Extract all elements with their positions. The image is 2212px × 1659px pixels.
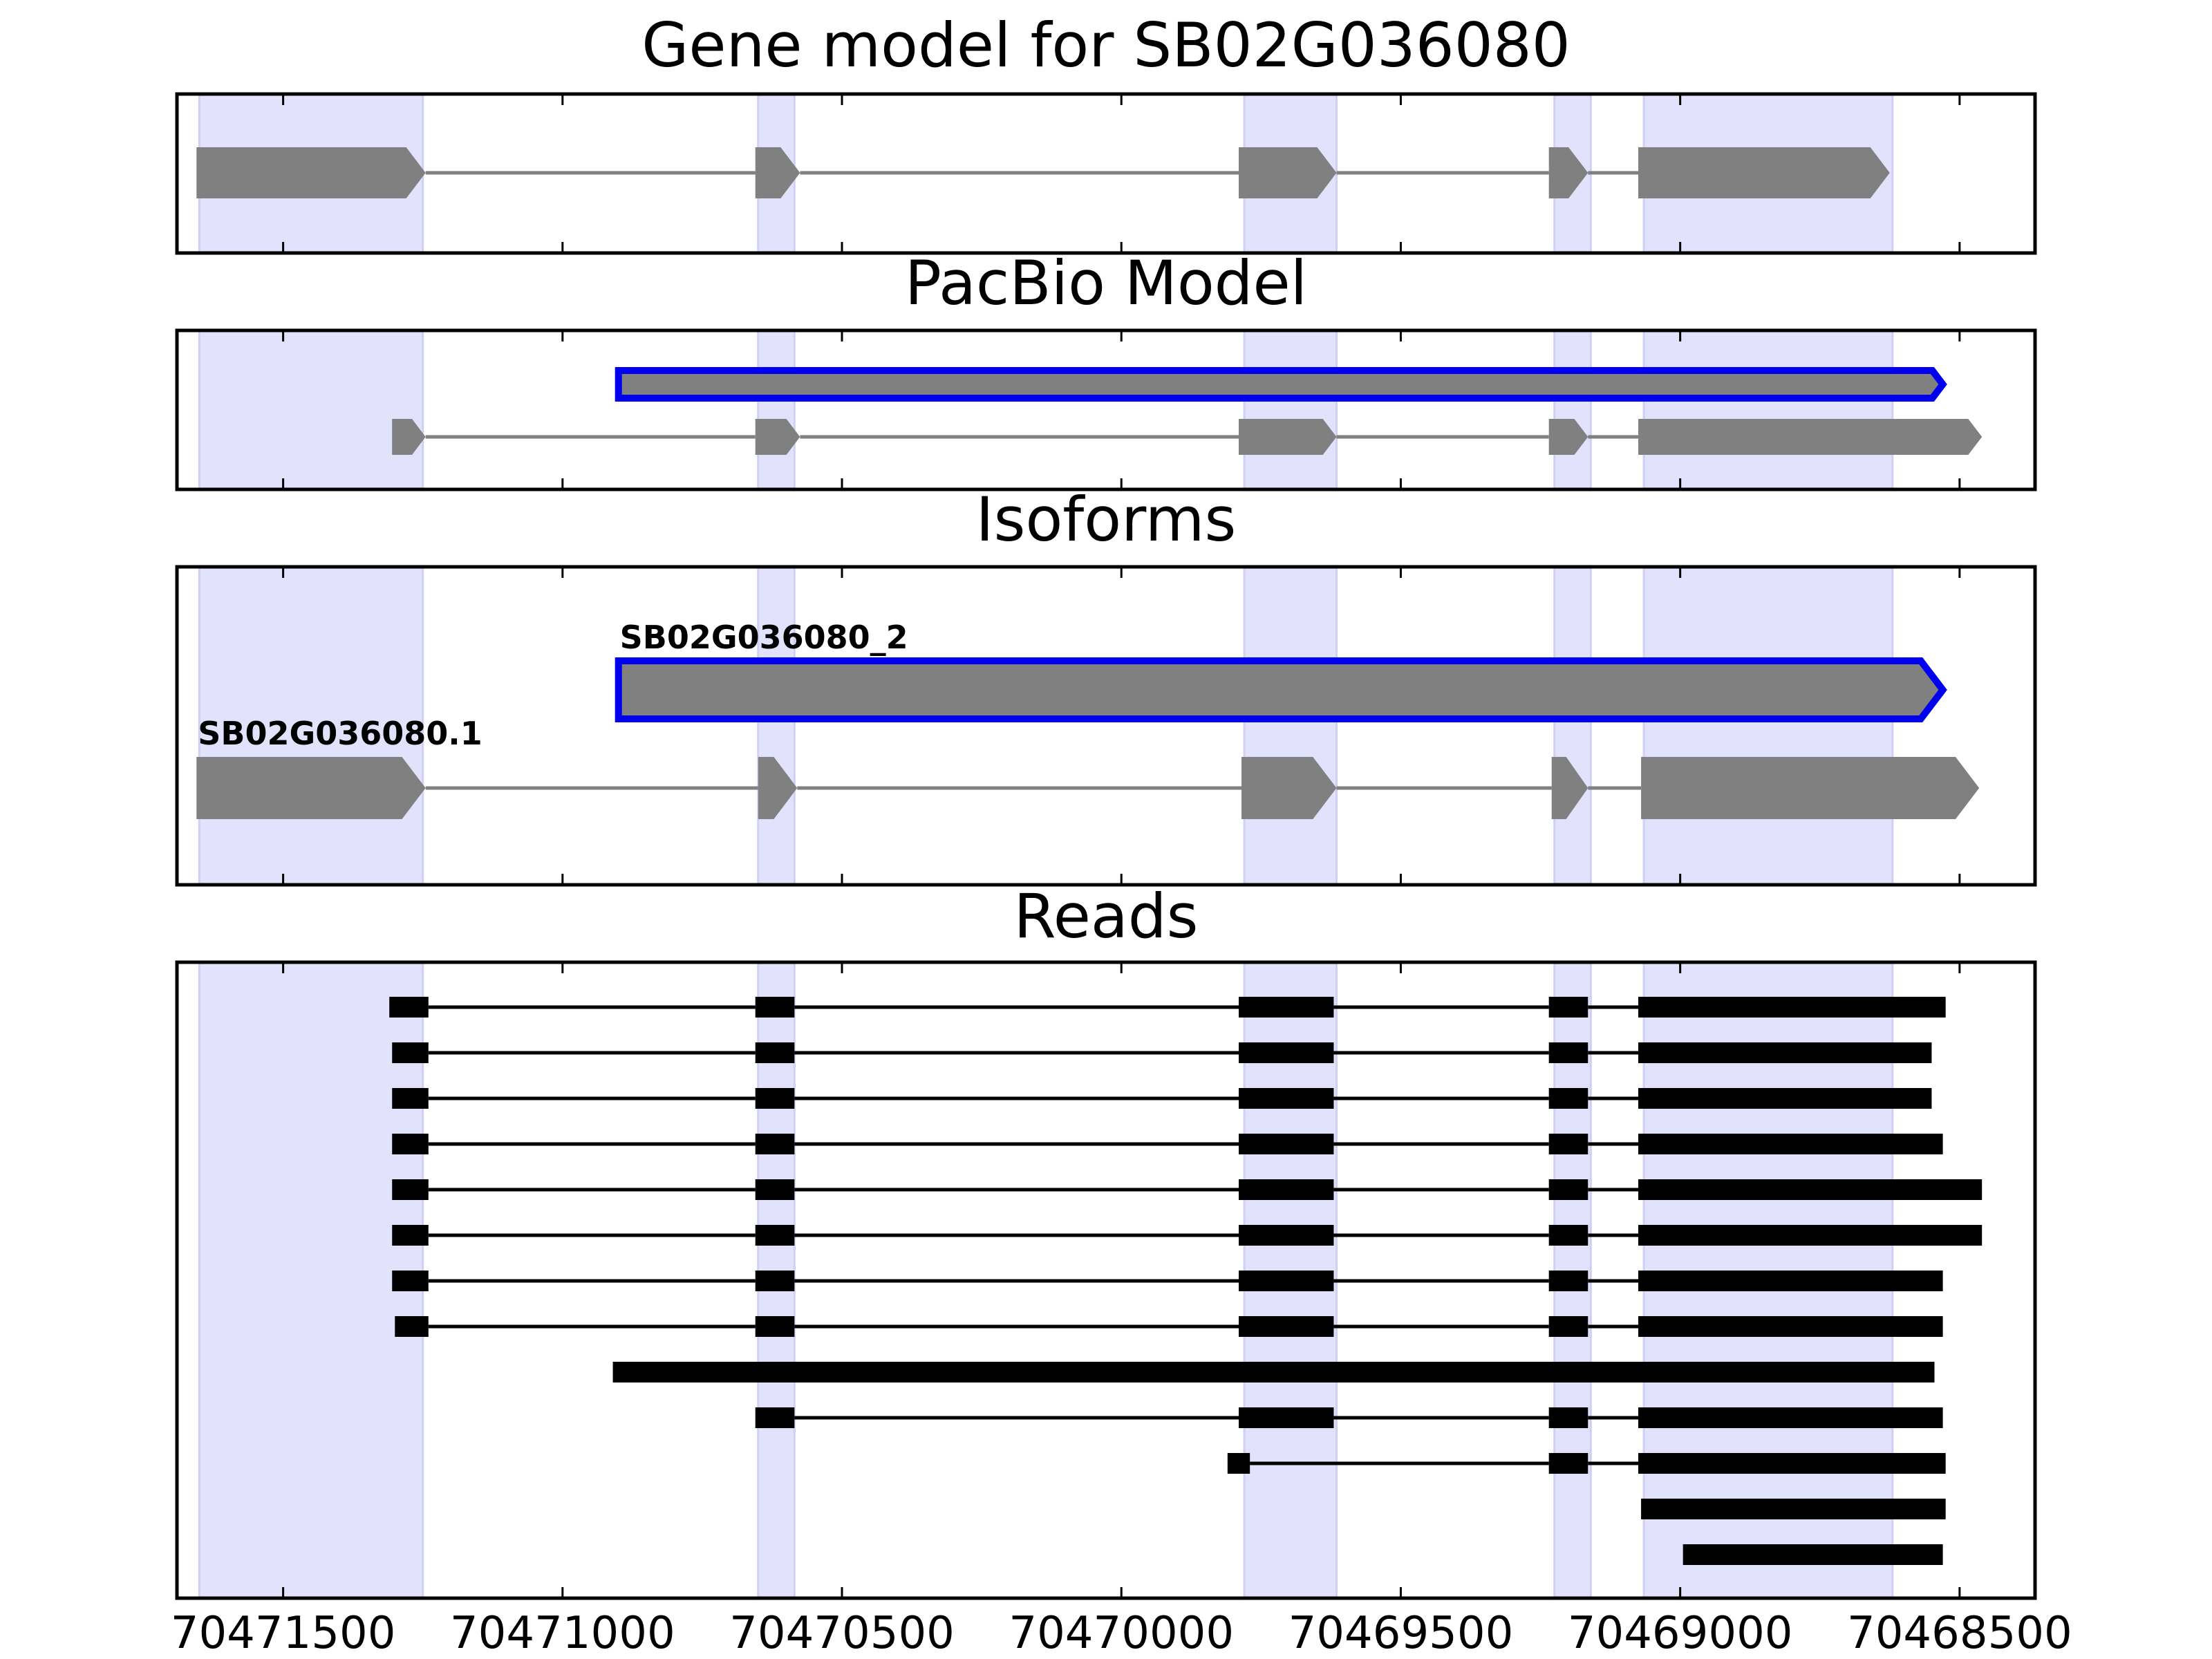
highlight-band (198, 961, 424, 1600)
read-exon (1227, 1453, 1250, 1474)
read-exon (1638, 1271, 1943, 1291)
read-exon (1239, 997, 1334, 1018)
read-exon (1548, 1271, 1588, 1291)
x-tick-label: 70470000 (1009, 1608, 1234, 1659)
read-exon (1548, 1179, 1588, 1200)
read-exon (1638, 1179, 1983, 1200)
read-exon (392, 1225, 429, 1246)
x-tick-label: 70470500 (729, 1608, 955, 1659)
read-exon (1638, 1316, 1943, 1337)
x-tick-label: 70471500 (171, 1608, 396, 1659)
read-exon (1548, 1088, 1588, 1109)
highlight-band (1642, 565, 1894, 886)
read-exon (1638, 1407, 1943, 1428)
read-exon (1548, 1134, 1588, 1154)
read-exon (1638, 1088, 1932, 1109)
read-exon (1638, 1225, 1983, 1246)
highlight-band (198, 329, 424, 491)
highlight-band (1243, 329, 1338, 491)
read-exon (392, 1042, 429, 1063)
selected-model-exon (615, 367, 1947, 402)
read-exon (755, 1407, 795, 1428)
read-exon (389, 997, 429, 1018)
read-exon (1239, 1134, 1334, 1154)
read-exon (1638, 997, 1946, 1018)
read-exon (1683, 1544, 1943, 1565)
read-exon (755, 1179, 795, 1200)
read-exon (755, 1088, 795, 1109)
model-exon (1239, 419, 1337, 455)
model-exon (392, 419, 426, 455)
read-exon (392, 1088, 429, 1109)
read-exon (1239, 1225, 1334, 1246)
panels-layer: SB02G036080_2 SB02G036080.1 70471500 704710… (171, 92, 2072, 1659)
x-tick-label: 70469000 (1568, 1608, 1793, 1659)
highlight-band (757, 329, 796, 491)
read-exon (755, 1316, 795, 1337)
highlight-band (1553, 329, 1592, 491)
model-exon (1551, 757, 1588, 819)
read-exon (392, 1134, 429, 1154)
isoform-label: SB02G036080.1 (198, 715, 482, 752)
read-exon (1548, 1407, 1588, 1428)
model-exon (755, 147, 800, 198)
highlight-band (757, 565, 796, 886)
read-exon (1641, 1499, 1946, 1519)
x-tick-label: 70469500 (1288, 1608, 1514, 1659)
read-exon (1239, 1088, 1334, 1109)
selected-model-exon (615, 657, 1947, 722)
read-exon (1638, 1453, 1946, 1474)
panel-title-gene-model: Gene model for SB02G036080 (641, 10, 1571, 81)
x-tick-label: 70471000 (450, 1608, 675, 1659)
read-exon (1239, 1316, 1334, 1337)
model-exon (1638, 147, 1890, 198)
read-exon (1638, 1134, 1943, 1154)
read-exon (1638, 1042, 1932, 1063)
read-exon (755, 997, 795, 1018)
read-exon (1548, 1316, 1588, 1337)
read-exon (1239, 1042, 1334, 1063)
panel-title-isoforms: Isoforms (976, 484, 1237, 555)
read-exon (1239, 1271, 1334, 1291)
read-exon (395, 1316, 429, 1337)
panel-title-reads: Reads (1014, 881, 1199, 952)
model-exon (1241, 757, 1337, 819)
isoform-label: SB02G036080_2 (620, 619, 908, 656)
x-tick-label: 70468500 (1847, 1608, 2072, 1659)
model-exon (1641, 757, 1980, 819)
model-exon (758, 757, 798, 819)
read-exon (755, 1134, 795, 1154)
read-exon (1548, 1225, 1588, 1246)
model-exon (1638, 419, 1983, 455)
read-exon (612, 1362, 1935, 1382)
panel-title-pacbio-model: PacBio Model (905, 247, 1307, 319)
model-exon (1548, 147, 1588, 198)
read-exon (392, 1179, 429, 1200)
model-exon (1548, 419, 1588, 455)
read-exon (1239, 1407, 1334, 1428)
axes-frame (175, 960, 2037, 1600)
model-exon (1239, 147, 1337, 198)
axes-frame (175, 328, 2037, 491)
read-exon (755, 1225, 795, 1246)
model-exon (196, 757, 426, 819)
model-exon (196, 147, 426, 198)
read-exon (392, 1271, 429, 1291)
highlight-band (1642, 329, 1894, 491)
read-exon (1239, 1179, 1334, 1200)
highlight-band (198, 565, 424, 886)
axes-frame (175, 565, 2037, 887)
highlight-band (1243, 565, 1338, 886)
read-exon (755, 1042, 795, 1063)
read-exon (755, 1271, 795, 1291)
read-exon (1548, 1453, 1588, 1474)
model-exon (755, 419, 800, 455)
axes-frame (175, 92, 2037, 255)
highlight-band (1553, 565, 1592, 886)
read-exon (1548, 1042, 1588, 1063)
read-exon (1548, 997, 1588, 1018)
